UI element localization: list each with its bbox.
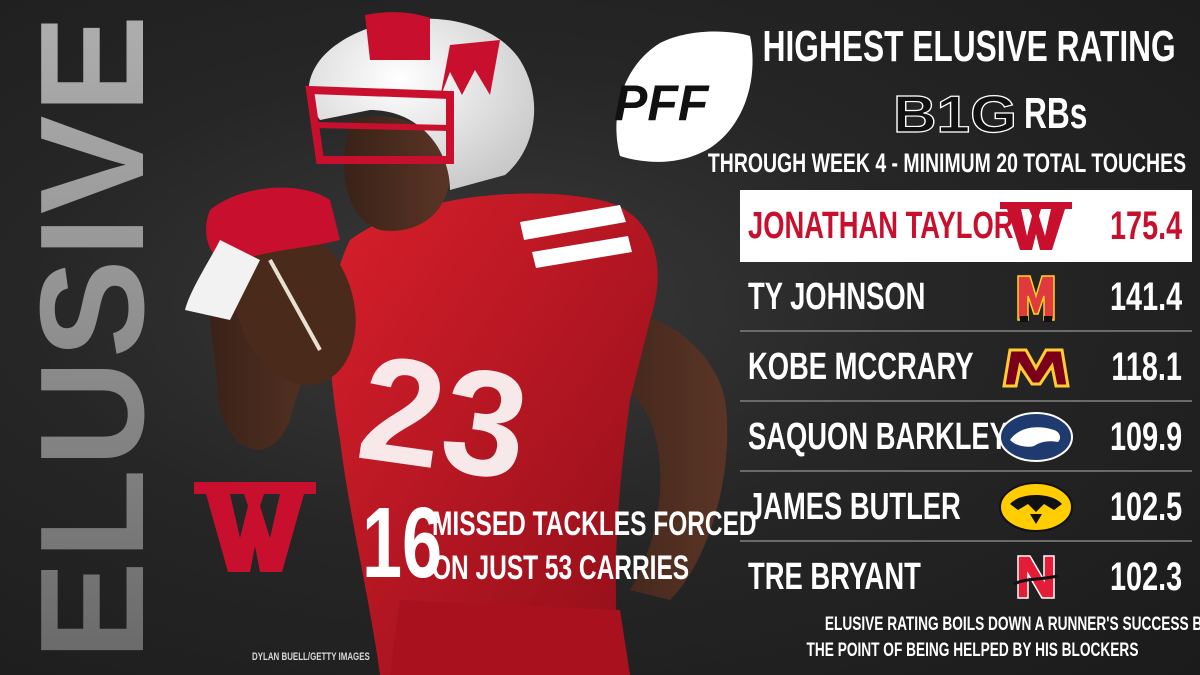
ranking-row: JAMES BUTLER 102.5 bbox=[740, 472, 1192, 542]
svg-text:23: 23 bbox=[349, 322, 538, 512]
subtitle: THROUGH WEEK 4 - MINIMUM 20 TOTAL TOUCHE… bbox=[707, 148, 1186, 178]
player-name: JAMES BUTLER bbox=[748, 486, 961, 528]
photo-credit: DYLAN BUELL/GETTY IMAGES bbox=[252, 651, 370, 663]
big-ten-logo-icon: B1G bbox=[893, 88, 1018, 136]
player-name: TRE BRYANT bbox=[748, 556, 921, 598]
elusive-rating: 102.5 bbox=[1109, 485, 1182, 529]
ranking-row: TRE BRYANT 102.3 bbox=[740, 542, 1192, 612]
player-name: TY JOHNSON bbox=[748, 276, 926, 318]
wisconsin-logo-icon bbox=[1000, 202, 1072, 250]
callout-number: 16 bbox=[362, 487, 443, 599]
elusive-rating: 102.3 bbox=[1109, 555, 1182, 599]
rankings-table: JONATHAN TAYLOR 175.4 TY JOHNSON 141.4 K… bbox=[740, 190, 1192, 612]
vertical-title: ELUSIVE RBs bbox=[18, 10, 168, 660]
elusive-rating: 141.4 bbox=[1109, 275, 1182, 319]
callout-line-2: ON JUST 53 CARRIES bbox=[432, 549, 690, 587]
player-name: KOBE MCCRARY bbox=[748, 346, 974, 388]
maryland-logo-icon bbox=[1017, 275, 1055, 322]
footnote-line-2: THE POINT OF BEING HELPED BY HIS BLOCKER… bbox=[806, 640, 1139, 661]
ranking-row: SAQUON BARKLEY 109.9 bbox=[740, 402, 1192, 472]
minnesota-logo-icon bbox=[1002, 348, 1070, 388]
vertical-title-text: ELUSIVE RBs bbox=[18, 13, 168, 660]
penn-state-logo-icon bbox=[999, 412, 1073, 462]
wisconsin-w-logo-icon bbox=[194, 482, 316, 572]
conference-suffix: RBs bbox=[1024, 89, 1088, 138]
nebraska-logo-icon bbox=[1013, 555, 1059, 599]
ranking-row: JONATHAN TAYLOR 175.4 bbox=[740, 190, 1192, 262]
ranking-row: KOBE MCCRARY 118.1 bbox=[740, 332, 1192, 402]
page-title: HIGHEST ELUSIVE RATING bbox=[762, 22, 1176, 71]
player-name: JONATHAN TAYLOR bbox=[748, 205, 1014, 247]
player-photo: 23 bbox=[185, 12, 728, 675]
elusive-rating: 175.4 bbox=[1109, 204, 1182, 248]
footnote: ELUSIVE RATING BOILS DOWN A RUNNER'S SUC… bbox=[742, 612, 1200, 664]
player-name: SAQUON BARKLEY bbox=[748, 416, 1008, 458]
callout-line-1: MISSED TACKLES FORCED bbox=[432, 505, 757, 543]
footnote-line-1: ELUSIVE RATING BOILS DOWN A RUNNER'S SUC… bbox=[824, 614, 1200, 635]
elusive-rating: 118.1 bbox=[1111, 345, 1182, 389]
pff-logo-text: PFF bbox=[614, 75, 710, 131]
iowa-logo-icon bbox=[999, 482, 1073, 532]
pff-logo-icon: PFF bbox=[614, 31, 753, 162]
elusive-rating: 109.9 bbox=[1109, 415, 1182, 459]
ranking-row: TY JOHNSON 141.4 bbox=[740, 262, 1192, 332]
svg-text:B1G: B1G bbox=[893, 88, 1017, 136]
